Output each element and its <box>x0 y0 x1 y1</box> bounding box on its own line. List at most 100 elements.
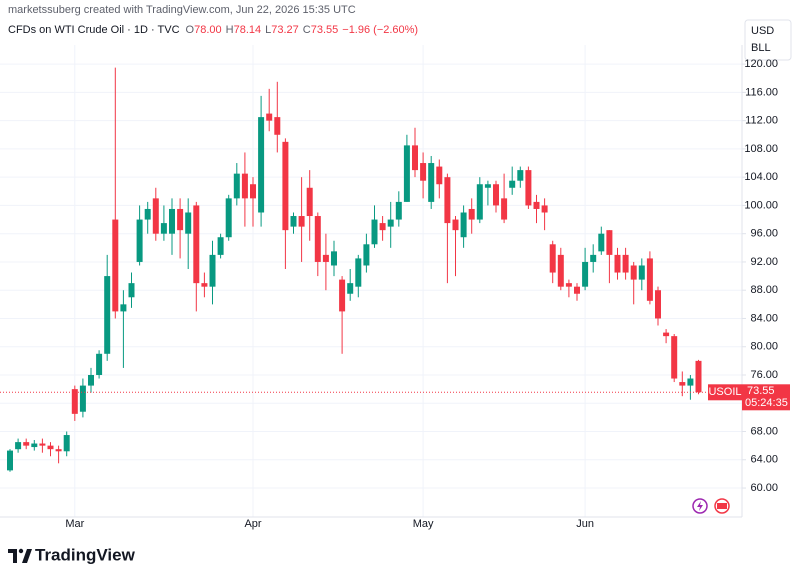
ohlc-value: 73.55 <box>311 24 339 36</box>
candle-body <box>525 170 532 206</box>
candle-body <box>128 283 135 298</box>
candle-body <box>39 443 46 446</box>
candle-body <box>169 208 175 234</box>
candle-body <box>120 304 127 312</box>
candle-body <box>355 258 362 287</box>
y-tick-label: 88.00 <box>750 284 778 296</box>
symbol-tag-text: USOIL <box>708 386 741 398</box>
ohlc-label: O <box>186 24 195 36</box>
candle-body <box>233 173 240 199</box>
candle-body <box>347 283 354 294</box>
candle-body <box>565 283 572 287</box>
economic-icon-glyph <box>717 503 727 509</box>
y-tick-label: 120.00 <box>744 58 778 70</box>
candle-body <box>420 163 427 181</box>
currency[interactable]: USD <box>751 25 774 37</box>
y-tick-label: 116.00 <box>745 86 778 98</box>
candle-body <box>88 374 94 386</box>
candle-body <box>250 184 256 199</box>
candle-body <box>15 442 22 450</box>
candle-body <box>160 223 167 234</box>
candle-body <box>298 216 305 227</box>
candle-body <box>104 276 111 354</box>
candle-body <box>112 219 119 312</box>
candle-body <box>671 336 678 379</box>
ohlc-value: 78.14 <box>234 24 262 36</box>
x-tick-label: Jun <box>576 518 594 530</box>
candle-body <box>23 442 30 446</box>
unit[interactable]: BLL <box>751 42 771 54</box>
candle-body <box>403 145 410 202</box>
candle-body <box>339 279 346 312</box>
y-tick-label: 64.00 <box>750 454 778 466</box>
candle-body <box>484 184 491 188</box>
candle-body <box>590 254 597 262</box>
candle-body <box>517 170 524 181</box>
candle-body <box>55 449 62 452</box>
y-tick-label: 104.00 <box>744 171 778 183</box>
candle-body <box>695 360 702 393</box>
candle-body <box>363 244 370 266</box>
candle-body <box>387 219 394 227</box>
candle-body <box>63 435 70 452</box>
candle-body <box>290 216 297 227</box>
candle-body <box>444 177 451 224</box>
logo-mark <box>8 549 17 563</box>
y-tick-label: 108.00 <box>744 143 778 155</box>
unit-box[interactable] <box>744 19 792 61</box>
candle-body <box>306 187 313 217</box>
y-tick-label: 60.00 <box>750 482 778 494</box>
candle-body <box>379 223 386 231</box>
candle-body <box>266 113 273 121</box>
candle-body <box>331 251 337 266</box>
attribution: marketssuberg created with TradingView.c… <box>8 4 356 16</box>
ohlc-label: H <box>226 24 234 36</box>
candle-body <box>663 332 670 337</box>
candle-body <box>152 198 159 234</box>
y-tick-label: 112.00 <box>745 115 778 127</box>
price-tag <box>742 384 790 411</box>
y-tick-label: 68.00 <box>750 425 778 437</box>
candle-body <box>79 385 86 412</box>
logo-text: TradingView <box>35 545 136 564</box>
logo-mark <box>18 548 24 554</box>
candle-body <box>274 117 281 135</box>
candle-body <box>136 219 143 262</box>
candle-body <box>258 117 265 213</box>
candle-body <box>541 205 548 213</box>
candle-body <box>314 216 321 262</box>
candle-body <box>509 180 516 188</box>
candle-body <box>687 378 694 386</box>
candle-body <box>646 258 653 301</box>
candle-body <box>622 254 629 273</box>
candle-body <box>606 230 613 255</box>
candle-body <box>177 208 184 231</box>
ohlc-label: L <box>265 24 271 36</box>
candles <box>7 67 702 472</box>
candle-body <box>225 198 232 238</box>
candle-body <box>598 233 605 252</box>
y-tick-label: 96.00 <box>750 228 778 240</box>
candle-body <box>436 166 443 185</box>
price-tag-countdown: 05:24:35 <box>745 397 788 409</box>
candle-body <box>582 261 589 287</box>
x-tick-label: May <box>413 518 434 530</box>
y-tick-label: 80.00 <box>750 341 778 353</box>
logo-mark <box>22 549 32 563</box>
ohlc-value: 73.27 <box>271 24 299 36</box>
change: −1.96 (−2.60%) <box>342 24 418 36</box>
candle-body <box>638 265 645 280</box>
candle-body <box>549 244 556 273</box>
event-icon-glyph <box>697 501 703 511</box>
candle-body <box>322 254 329 262</box>
candle-body <box>217 237 224 255</box>
ohlc-label: C <box>303 24 311 36</box>
ohlc-value: 78.00 <box>194 24 222 36</box>
candle-body <box>193 205 200 284</box>
candle-body <box>476 184 483 220</box>
candle-body <box>533 201 540 209</box>
candle-body <box>468 208 475 220</box>
candle-body <box>71 389 78 414</box>
x-tick-label: Mar <box>65 518 84 530</box>
